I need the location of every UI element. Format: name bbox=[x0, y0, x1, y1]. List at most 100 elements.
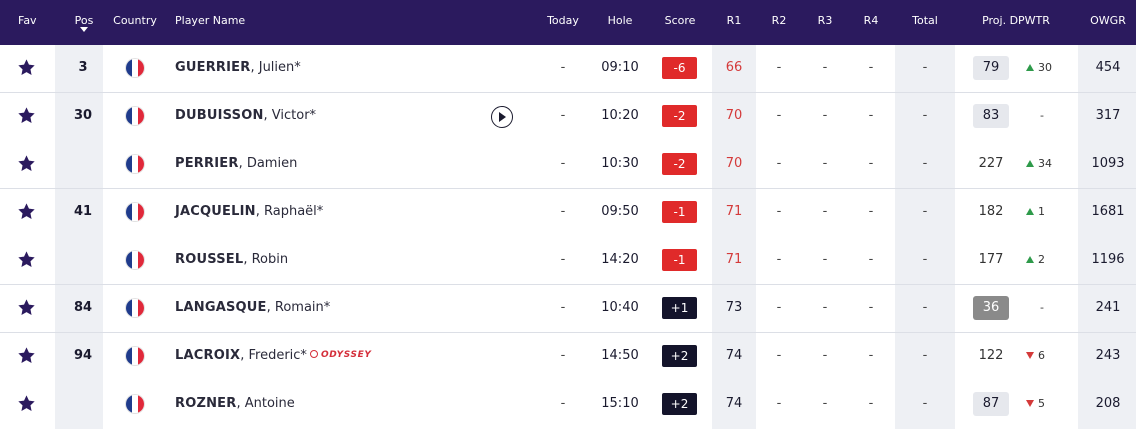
round-2-score: - bbox=[776, 300, 782, 315]
table-row[interactable]: 41 JACQUELIN, Raphaël* - 09:50 -1 71 - - - - 182 1 1… bbox=[0, 189, 1136, 237]
player-first-name: , Robin bbox=[243, 252, 289, 267]
round-3-score: - bbox=[822, 252, 828, 267]
owgr-rank: 1681 bbox=[1091, 204, 1125, 219]
owgr-rank: 454 bbox=[1095, 60, 1121, 75]
header-r2[interactable]: R2 bbox=[771, 14, 787, 27]
round-1-score: 74 bbox=[725, 348, 743, 363]
favorite-star-icon[interactable] bbox=[17, 346, 36, 365]
player-last-name: GUERRIER bbox=[175, 60, 251, 75]
round-2-score: - bbox=[776, 348, 782, 363]
player-name[interactable]: DUBUISSON, Victor* bbox=[175, 93, 316, 141]
round-2-score: - bbox=[776, 252, 782, 267]
table-row[interactable]: 3 GUERRIER, Julien* - 09:10 -6 66 - - - - 79 30 454 bbox=[0, 45, 1136, 93]
favorite-star-icon[interactable] bbox=[17, 298, 36, 317]
france-flag-icon bbox=[126, 395, 144, 413]
score-badge: -1 bbox=[662, 201, 697, 223]
player-name[interactable]: PERRIER, Damien bbox=[175, 141, 297, 189]
france-flag-icon bbox=[126, 251, 144, 269]
favorite-star-icon[interactable] bbox=[17, 250, 36, 269]
rank-move-value: 1 bbox=[1038, 205, 1045, 218]
table-row[interactable]: ROUSSEL, Robin - 14:20 -1 71 - - - - 177 2 1196 bbox=[0, 237, 1136, 285]
round-3-score: - bbox=[822, 204, 828, 219]
round-3-score: - bbox=[822, 348, 828, 363]
table-row[interactable]: 84 LANGASQUE, Romain* - 10:40 +1 73 - - - - 36 - 241 bbox=[0, 285, 1136, 333]
header-proj-dpwtr[interactable]: Proj. DPWTR bbox=[982, 14, 1050, 27]
round-1-score: 71 bbox=[725, 204, 743, 219]
tee-time: 10:30 bbox=[601, 156, 639, 171]
today-score: - bbox=[560, 252, 566, 267]
today-score: - bbox=[560, 156, 566, 171]
player-first-name: , Victor* bbox=[263, 108, 317, 123]
play-icon[interactable] bbox=[491, 106, 513, 128]
round-1-score: 74 bbox=[725, 396, 743, 411]
owgr-rank: 208 bbox=[1095, 396, 1121, 411]
odyssey-logo: ODYSSEY bbox=[310, 350, 371, 360]
rank-move-value: 34 bbox=[1038, 157, 1052, 170]
rank-move-value: 5 bbox=[1038, 397, 1045, 410]
favorite-star-icon[interactable] bbox=[17, 106, 36, 125]
player-name[interactable]: ROUSSEL, Robin bbox=[175, 237, 288, 285]
round-1-score: 73 bbox=[725, 300, 743, 315]
total-score: - bbox=[922, 108, 928, 123]
player-last-name: LACROIX bbox=[175, 348, 241, 363]
favorite-star-icon[interactable] bbox=[17, 394, 36, 413]
table-row[interactable]: PERRIER, Damien - 10:30 -2 70 - - - - 227 34 1093 bbox=[0, 141, 1136, 189]
rank-move: 2 bbox=[1026, 237, 1045, 283]
player-name[interactable]: LANGASQUE, Romain* bbox=[175, 285, 330, 333]
player-first-name: , Raphaël* bbox=[255, 204, 324, 219]
score-badge: -2 bbox=[662, 105, 697, 127]
header-hole[interactable]: Hole bbox=[607, 14, 633, 27]
header-r1[interactable]: R1 bbox=[726, 14, 742, 27]
player-last-name: DUBUISSON bbox=[175, 108, 264, 123]
today-score: - bbox=[560, 204, 566, 219]
player-name[interactable]: LACROIX, Frederic* bbox=[175, 333, 307, 381]
position: 41 bbox=[73, 204, 93, 219]
france-flag-icon bbox=[126, 155, 144, 173]
round-2-score: - bbox=[776, 108, 782, 123]
proj-dpwtr: 177 bbox=[978, 252, 1004, 267]
header-player-name[interactable]: Player Name bbox=[175, 14, 246, 27]
header-total[interactable]: Total bbox=[912, 14, 938, 27]
table-row[interactable]: 94 LACROIX, Frederic* ODYSSEY - 14:50 +2 74 - - -… bbox=[0, 333, 1136, 381]
header-r3[interactable]: R3 bbox=[817, 14, 833, 27]
proj-dpwtr: 227 bbox=[978, 156, 1004, 171]
rank-move-value: 2 bbox=[1038, 253, 1045, 266]
owgr-rank: 243 bbox=[1095, 348, 1121, 363]
total-score: - bbox=[922, 348, 928, 363]
owgr-rank: 317 bbox=[1095, 108, 1121, 123]
rank-move: 34 bbox=[1026, 141, 1052, 187]
round-3-score: - bbox=[822, 396, 828, 411]
header-today[interactable]: Today bbox=[547, 14, 579, 27]
header-pos[interactable]: Pos bbox=[74, 14, 94, 27]
today-score: - bbox=[560, 300, 566, 315]
score-badge: -2 bbox=[662, 153, 697, 175]
favorite-star-icon[interactable] bbox=[17, 58, 36, 77]
favorite-star-icon[interactable] bbox=[17, 154, 36, 173]
today-score: - bbox=[560, 396, 566, 411]
table-row[interactable]: 30 DUBUISSON, Victor* - 10:20 -2 70 - - - - 83 - 317 bbox=[0, 93, 1136, 141]
header-owgr[interactable]: OWGR bbox=[1090, 14, 1126, 27]
header-score[interactable]: Score bbox=[664, 14, 696, 27]
tee-time: 09:50 bbox=[601, 204, 639, 219]
round-2-score: - bbox=[776, 396, 782, 411]
player-last-name: PERRIER bbox=[175, 156, 239, 171]
player-name[interactable]: GUERRIER, Julien* bbox=[175, 45, 301, 93]
favorite-star-icon[interactable] bbox=[17, 202, 36, 221]
owgr-rank: 1196 bbox=[1091, 252, 1125, 267]
sort-down-icon[interactable] bbox=[80, 27, 88, 32]
player-name[interactable]: JACQUELIN, Raphaël* bbox=[175, 189, 323, 237]
player-first-name: , Frederic* bbox=[240, 348, 307, 363]
position: 94 bbox=[73, 348, 93, 363]
table-row[interactable]: ROZNER, Antoine - 15:10 +2 74 - - - - 87 5 208 bbox=[0, 381, 1136, 429]
arrow-down-icon bbox=[1026, 400, 1034, 407]
arrow-up-icon bbox=[1026, 208, 1034, 215]
header-r4[interactable]: R4 bbox=[863, 14, 879, 27]
player-name[interactable]: ROZNER, Antoine bbox=[175, 381, 295, 429]
player-first-name: , Damien bbox=[238, 156, 298, 171]
total-score: - bbox=[922, 60, 928, 75]
score-badge: +2 bbox=[662, 345, 697, 367]
round-1-score: 66 bbox=[725, 60, 743, 75]
header-country[interactable]: Country bbox=[113, 14, 157, 27]
france-flag-icon bbox=[126, 347, 144, 365]
